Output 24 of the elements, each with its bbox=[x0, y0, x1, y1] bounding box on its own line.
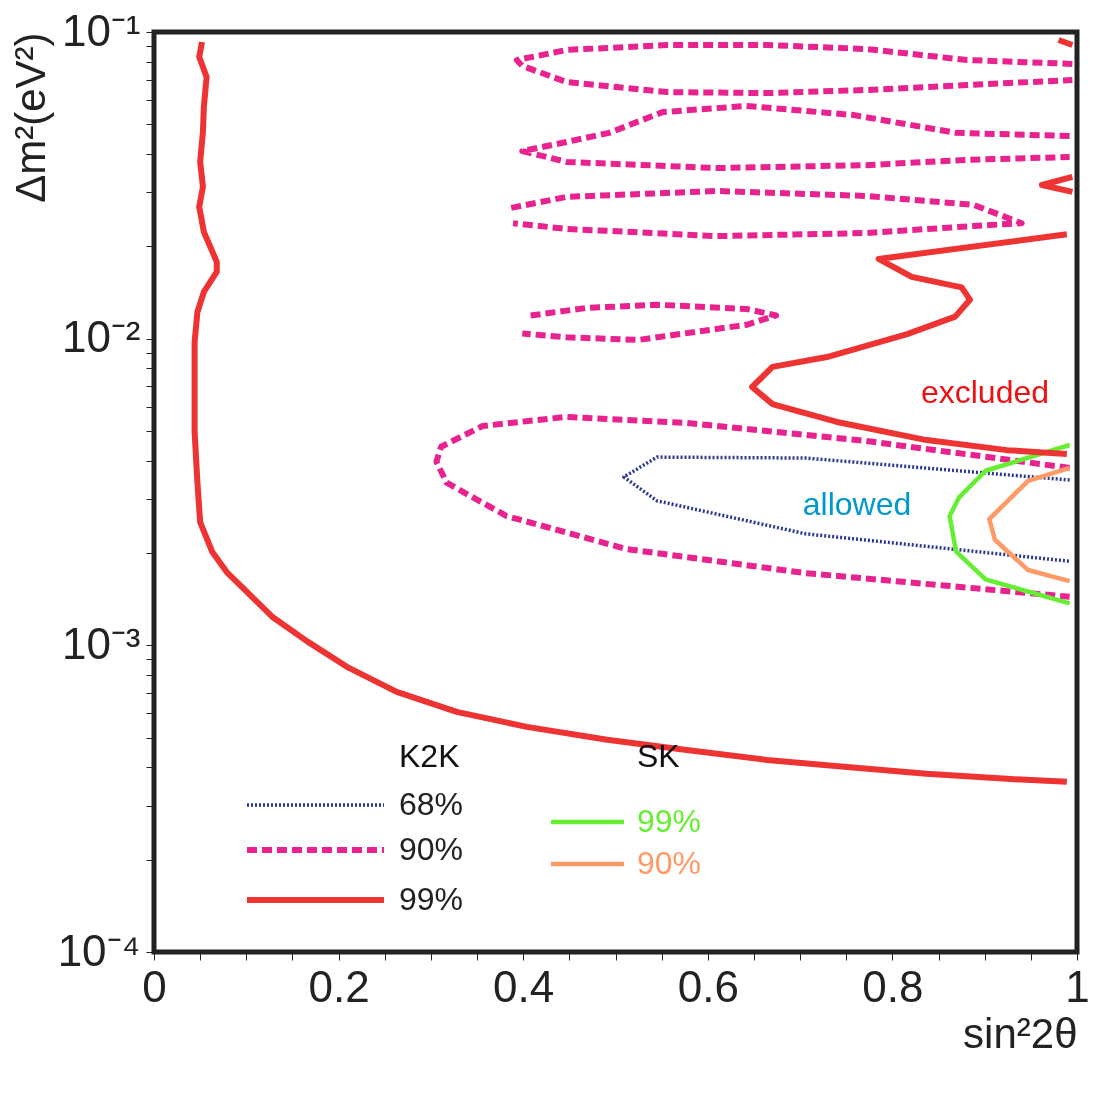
y-tick-label: 10⁻¹ bbox=[61, 5, 141, 55]
x-tick-label: 0.2 bbox=[308, 961, 370, 1011]
x-tick-label: 1 bbox=[1065, 961, 1090, 1011]
legend-label: 90% bbox=[399, 831, 464, 867]
annotation: SK bbox=[637, 738, 680, 774]
annotation: K2K bbox=[399, 738, 460, 774]
x-tick-label: 0.4 bbox=[493, 961, 555, 1011]
x-tick-label: 0.6 bbox=[677, 961, 739, 1011]
line-series bbox=[622, 455, 1072, 564]
y-axis-title: Δm²(eV²) bbox=[6, 32, 54, 203]
line-series bbox=[947, 442, 1072, 606]
y-tick-label: 10⁻³ bbox=[61, 618, 141, 668]
x-tick-label: 0 bbox=[142, 961, 167, 1011]
legend-label: 90% bbox=[637, 845, 702, 881]
y-tick-label: 10⁻⁴ bbox=[57, 925, 141, 975]
y-tick-label: 10⁻² bbox=[61, 312, 141, 362]
legend-label: 68% bbox=[399, 786, 464, 822]
legend-label: 99% bbox=[637, 803, 702, 839]
x-axis-title: sin²2θ bbox=[963, 1009, 1078, 1057]
annotation: allowed bbox=[802, 486, 912, 522]
line-series bbox=[987, 465, 1072, 584]
annotation: excluded bbox=[920, 374, 1050, 410]
x-tick-label: 0.8 bbox=[862, 961, 924, 1011]
legend-label: 99% bbox=[399, 881, 464, 917]
